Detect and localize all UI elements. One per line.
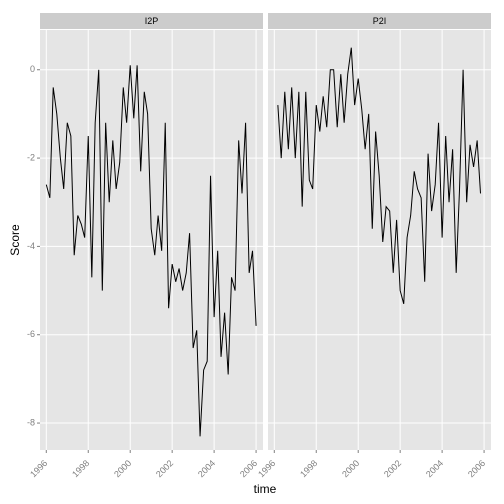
x-tick-label: 2000 [112,458,133,479]
x-axis-title: time [254,482,277,496]
strip [40,13,263,29]
x-tick-label: 1996 [28,458,49,479]
x-tick-label: 2002 [154,458,175,479]
y-tick-label: -6 [27,329,35,339]
y-axis-title: Score [8,224,22,256]
y-tick-label: 0 [30,64,35,74]
x-tick-label: 1998 [70,458,91,479]
strip-text: P2I [373,16,387,26]
strip-text: I2P [145,16,159,26]
y-tick-label: -2 [27,152,35,162]
x-tick-label: 1998 [298,458,319,479]
x-tick-label: 2006 [466,458,487,479]
x-tick-label: 2004 [196,458,217,479]
line [277,47,482,304]
strip [268,13,491,29]
x-tick-label: 1996 [256,458,277,479]
x-tick-label: 2004 [424,458,445,479]
y-tick-label: -4 [27,241,35,251]
y-tick-label: -8 [27,417,35,427]
x-tick-label: 2002 [382,458,403,479]
line [45,65,257,437]
x-tick-label: 2000 [340,458,361,479]
panel-background [40,30,263,450]
x-tick-label: 2006 [238,458,259,479]
